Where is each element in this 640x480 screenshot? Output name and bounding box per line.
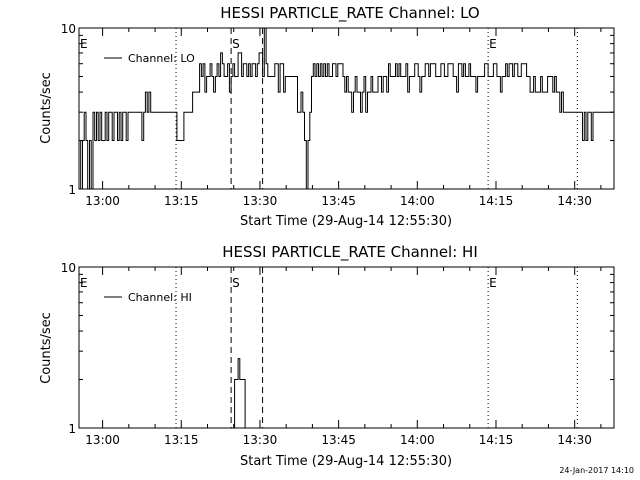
lo-y-axis-label: Counts/sec — [39, 72, 54, 144]
event-marker-label: E — [489, 37, 497, 51]
event-marker-label: S — [232, 37, 240, 51]
x-tick-label: 13:30 — [243, 194, 278, 208]
data-series-line — [79, 28, 614, 189]
event-marker-label: E — [80, 37, 88, 51]
event-marker-label: E — [80, 276, 88, 290]
lo-chart-title: HESSI PARTICLE_RATE Channel: LO — [220, 4, 479, 23]
hi-x-axis-label: Start Time (29-Aug-14 12:55:30) — [240, 454, 452, 469]
x-tick-label: 14:30 — [557, 194, 592, 208]
x-tick-label: 13:00 — [85, 194, 120, 208]
lo-x-axis-label: Start Time (29-Aug-14 12:55:30) — [240, 214, 452, 229]
x-tick-label: 14:00 — [400, 433, 435, 447]
lo-channel-chart: HESSI PARTICLE_RATE Channel: LO Counts/s… — [39, 4, 615, 229]
data-series-line — [232, 358, 246, 428]
hi-channel-chart: HESSI PARTICLE_RATE Channel: HI Counts/s… — [39, 243, 615, 469]
hi-chart-title: HESSI PARTICLE_RATE Channel: HI — [222, 243, 478, 262]
x-tick-label: 13:30 — [243, 433, 278, 447]
x-tick-label: 14:15 — [479, 433, 514, 447]
event-marker-label: E — [489, 276, 497, 290]
x-tick-label: 13:15 — [164, 433, 199, 447]
y-tick-label: 10 — [61, 22, 76, 36]
generation-timestamp: 24-Jan-2017 14:10 — [559, 466, 634, 475]
hi-plot-area: 13:00 13:15 13:30 13:45 14:00 14:15 14:30 1 10 E S… — [61, 261, 615, 447]
x-tick-label: 13:00 — [85, 433, 120, 447]
lo-plot-area: 13:00 13:15 13:30 13:45 14:00 14:15 14:30 1 10 E S… — [61, 22, 615, 208]
hi-y-axis-label: Counts/sec — [39, 312, 54, 384]
legend-label: Channel: HI — [128, 291, 192, 304]
y-tick-label: 10 — [61, 261, 76, 275]
x-tick-label: 13:45 — [321, 194, 356, 208]
x-tick-label: 13:45 — [321, 433, 356, 447]
x-tick-label: 13:15 — [164, 194, 199, 208]
x-tick-label: 14:30 — [557, 433, 592, 447]
y-tick-label: 1 — [68, 422, 76, 436]
event-marker-label: S — [232, 276, 240, 290]
x-tick-label: 14:00 — [400, 194, 435, 208]
legend-label: Channel: LO — [128, 52, 195, 65]
x-tick-label: 14:15 — [479, 194, 514, 208]
y-tick-label: 1 — [68, 183, 76, 197]
